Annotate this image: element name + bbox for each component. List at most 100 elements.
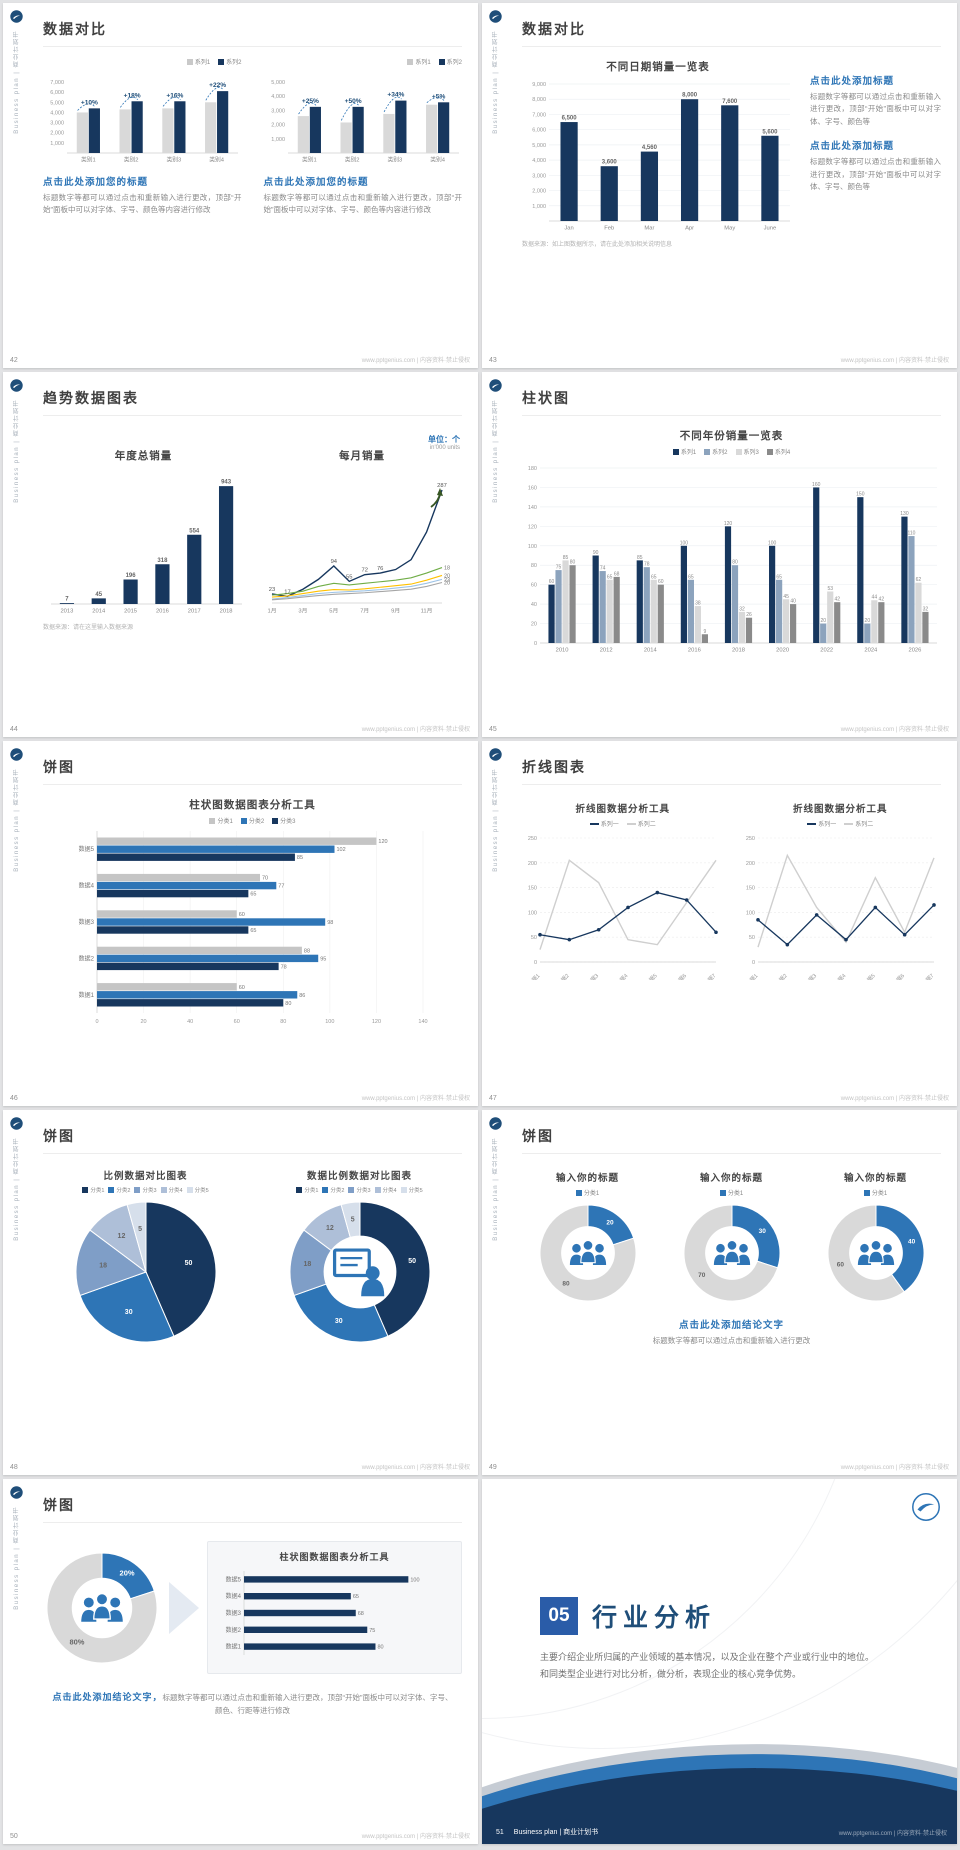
chart-block: 年度总销量 2013 7 2014 45 2015 196 2016 318 2017 554 20…	[43, 436, 244, 615]
svg-text:60: 60	[531, 583, 537, 589]
svg-text:80: 80	[285, 1001, 291, 1007]
slide-title: 柱状图	[522, 390, 570, 406]
watermark: www.pptgenius.com | 内容资料·禁止侵权	[361, 1834, 470, 1840]
slide-43[interactable]: Business plan | 商业计划书 数据对比 不同日期销量一览表 9,0…	[482, 3, 957, 368]
chart-block: 系列1 系列2 5,000 4,000 3,000 2,000 1,000 类别1 +25% 类…	[263, 53, 463, 217]
slide-sidebar: Business plan | 商业计划书	[482, 3, 508, 368]
panel-title: 柱状图数据图表分析工具	[279, 1552, 390, 1562]
svg-text:40: 40	[790, 599, 796, 605]
chart-title: 折线图数据分析工具	[792, 804, 888, 815]
chart-title: 不同日期销量一览表	[606, 61, 710, 73]
svg-text:70: 70	[262, 876, 268, 882]
svg-text:7月: 7月	[360, 608, 369, 615]
legend-swatch	[186, 1187, 193, 1193]
slide-title: 饼图	[522, 1128, 554, 1144]
slide-48[interactable]: Business plan | 商业计划书 饼图 比例数据对比图表 分类1 分类2…	[3, 1110, 478, 1475]
chart-title: 折线图数据分析工具	[575, 804, 670, 815]
donut-chart: 40 60	[824, 1201, 928, 1305]
slide-49[interactable]: Business plan | 商业计划书 饼图 输入你的标题 分类1 20 80…	[482, 1110, 957, 1475]
svg-text:类别1: 类别1	[81, 156, 96, 164]
legend-item: 分类3	[134, 1186, 157, 1194]
slide-footer: 45 www.pptgenius.com | 内容资料·禁止侵权	[489, 724, 949, 733]
legend-swatch	[209, 817, 216, 824]
block-body: 标题数字等都可以通过点击和重新输入进行更改，顶部“开始”面板中可以对字体、字号、…	[263, 193, 463, 215]
chart-legend: 分类1	[670, 1188, 794, 1197]
svg-text:数据3: 数据3	[802, 972, 818, 980]
svg-text:100: 100	[768, 540, 777, 546]
sidebar-vertical-text: Business plan | 商业计划书	[492, 30, 499, 134]
slide-sidebar: Business plan | 商业计划书	[482, 372, 508, 737]
chart-title: 每月销量	[339, 450, 385, 462]
slide-42[interactable]: Business plan | 商业计划书 数据对比 系列1 系列2 7,000 6…	[3, 3, 478, 368]
slide-footer: 49 www.pptgenius.com | 内容资料·禁止侵权	[489, 1462, 949, 1471]
slide-44[interactable]: Business plan | 商业计划书 趋势数据图表 单位：个 in'000…	[3, 372, 478, 737]
svg-text:100: 100	[325, 1019, 334, 1025]
slide-46[interactable]: Business plan | 商业计划书 饼图 柱状图数据图表分析工具 分类1…	[3, 741, 478, 1106]
svg-text:类别1: 类别1	[301, 156, 316, 164]
svg-text:20: 20	[606, 1220, 614, 1227]
analysis-panel: 柱状图数据图表分析工具 数据5 100 数据4 65 数据3 68 数据2 75 数据1 80	[207, 1541, 462, 1674]
svg-text:数据7: 数据7	[919, 972, 935, 980]
svg-text:4,560: 4,560	[642, 145, 658, 151]
svg-text:44: 44	[872, 595, 878, 601]
svg-text:40: 40	[531, 602, 537, 608]
legend-item: 系列二	[844, 819, 873, 828]
svg-text:50: 50	[748, 935, 754, 941]
chart-legend: 分类1 分类2 分类3 分类4 分类5	[52, 1186, 240, 1194]
legend-swatch	[863, 1189, 870, 1196]
svg-text:1,000: 1,000	[50, 141, 64, 147]
slide-footer: 47 www.pptgenius.com | 内容资料·禁止侵权	[489, 1093, 949, 1102]
svg-text:+34%: +34%	[387, 92, 404, 99]
slide-footer: 50 www.pptgenius.com | 内容资料·禁止侵权	[10, 1831, 470, 1840]
donut-chart: 30 70	[680, 1201, 784, 1305]
svg-text:60: 60	[836, 1262, 844, 1269]
watermark: www.pptgenius.com | 内容资料·禁止侵权	[361, 1465, 470, 1471]
page-number: 43	[489, 357, 497, 364]
legend-swatch	[272, 817, 279, 824]
slide-footer: 46 www.pptgenius.com | 内容资料·禁止侵权	[10, 1093, 470, 1102]
svg-text:数据6: 数据6	[672, 972, 688, 980]
svg-text:60: 60	[658, 579, 664, 585]
svg-text:11月: 11月	[421, 608, 433, 615]
svg-text:120: 120	[724, 521, 733, 527]
legend-item: 系列一	[807, 819, 836, 828]
svg-text:数据4: 数据4	[831, 972, 847, 980]
svg-text:4,000: 4,000	[532, 158, 546, 164]
svg-text:110: 110	[907, 531, 915, 537]
svg-text:2022: 2022	[820, 648, 833, 654]
slide-45[interactable]: Business plan | 商业计划书 柱状图 不同年份销量一览表 系列1 系…	[482, 372, 957, 737]
svg-text:250: 250	[528, 836, 537, 842]
chart-title: 输入你的标题	[843, 1173, 907, 1184]
svg-text:65: 65	[353, 1594, 359, 1600]
svg-text:Apr: Apr	[685, 226, 694, 232]
svg-text:2010: 2010	[556, 648, 569, 654]
svg-text:数据7: 数据7	[702, 972, 718, 980]
svg-text:5,000: 5,000	[532, 143, 546, 149]
svg-text:65: 65	[607, 574, 613, 580]
slide-50[interactable]: Business plan | 商业计划书 饼图 20% 80% 柱状图数据图表分…	[3, 1479, 478, 1844]
legend-item: 分类5	[186, 1186, 209, 1194]
svg-text:Jan: Jan	[564, 226, 573, 232]
svg-text:65: 65	[776, 574, 782, 580]
legend-swatch	[160, 1187, 167, 1193]
svg-text:9: 9	[703, 629, 706, 635]
legend-item: 分类1	[863, 1188, 887, 1197]
legend-swatch	[766, 448, 773, 455]
svg-text:数据5: 数据5	[78, 845, 94, 853]
unit-subtext: in'000 units	[429, 445, 460, 451]
horizontal-bar-chart: 0 20 40 60 80 100 120 140 数据5 120 102 85 数据4 70 77 65 数据…	[67, 827, 439, 1025]
svg-text:62: 62	[916, 577, 922, 583]
svg-text:0: 0	[95, 1019, 98, 1025]
legend-item: 分类2	[108, 1186, 130, 1194]
legend-swatch	[134, 1187, 141, 1193]
slide-51[interactable]: 05 行业分析 主要介绍企业所归属的产业领域的基本情况，以及企业在整个产业或行业…	[482, 1479, 957, 1844]
page-number: 48	[10, 1464, 18, 1471]
legend-item: 分类4	[374, 1186, 397, 1194]
brand-logo-icon	[9, 1117, 23, 1130]
block-body: 标题数字等都可以通过点击和重新输入进行更改，顶部“开始”面板中可以对字体、字号、…	[43, 193, 242, 215]
donut-chart: 20 80	[536, 1201, 640, 1305]
slide-47[interactable]: Business plan | 商业计划书 折线图表 折线图数据分析工具 系列一…	[482, 741, 957, 1106]
svg-text:120: 120	[371, 1019, 380, 1025]
block-heading: 点击此处添加标题	[810, 141, 895, 153]
